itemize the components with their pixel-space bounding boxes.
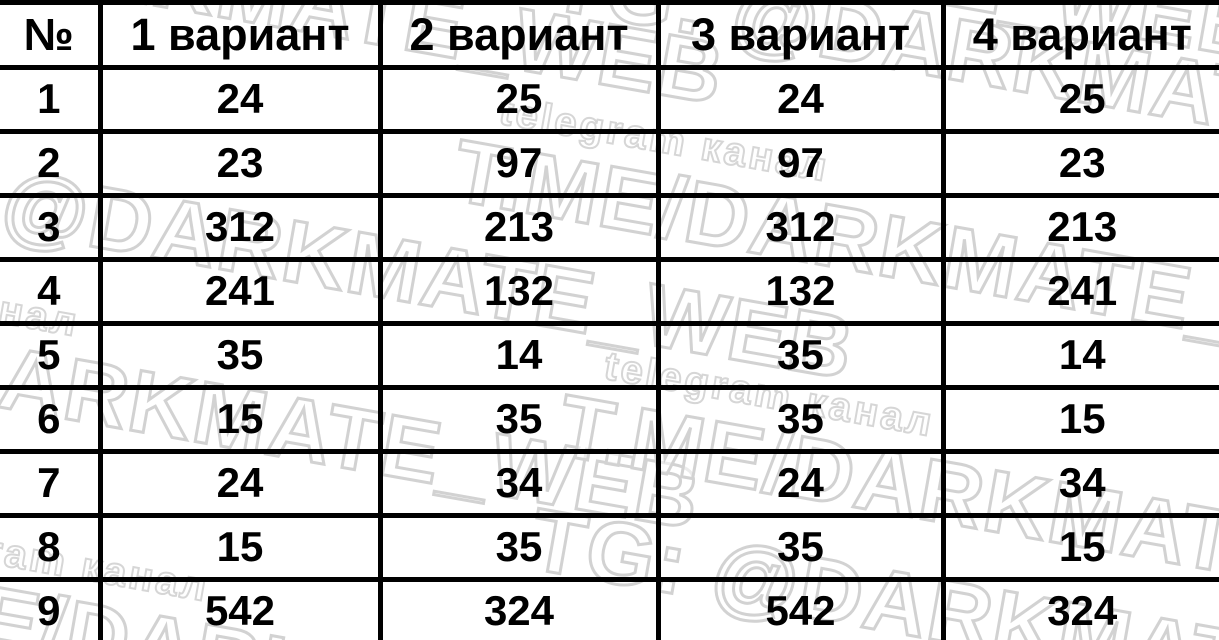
- answer-cell: 15: [940, 512, 1219, 582]
- answer-cell: 25: [940, 65, 1219, 134]
- table-row: 1 24 25 24 25: [0, 65, 1219, 134]
- answer-cell: 241: [940, 256, 1219, 326]
- row-number: 9: [0, 576, 103, 640]
- answer-cell: 14: [940, 320, 1219, 390]
- row-number: 4: [0, 256, 103, 326]
- answer-cell: 213: [940, 192, 1219, 262]
- answer-cell: 24: [97, 448, 383, 518]
- answer-cell: 324: [940, 576, 1219, 640]
- table-row: 5 35 14 35 14: [0, 320, 1219, 390]
- table-row: 2 23 97 97 23: [0, 128, 1219, 198]
- answer-cell: 132: [655, 256, 946, 326]
- answer-cell: 14: [377, 320, 661, 390]
- table-row: 8 15 35 35 15: [0, 512, 1219, 582]
- answer-cell: 25: [377, 65, 661, 134]
- answer-cell: 312: [655, 192, 946, 262]
- answer-cell: 35: [655, 384, 946, 454]
- answer-cell: 34: [940, 448, 1219, 518]
- column-header-variant-3: 3 вариант: [655, 0, 946, 70]
- column-header-number: №: [0, 0, 103, 70]
- answer-cell: 97: [655, 128, 946, 198]
- answer-cell: 324: [377, 576, 661, 640]
- row-number: 8: [0, 512, 103, 582]
- column-header-variant-1: 1 вариант: [97, 0, 383, 70]
- header-row: № 1 вариант 2 вариант 3 вариант 4 вариан…: [0, 0, 1219, 70]
- column-header-variant-2: 2 вариант: [377, 0, 661, 70]
- answer-cell: 542: [655, 576, 946, 640]
- column-header-variant-4: 4 вариант: [940, 0, 1219, 70]
- answer-cell: 15: [97, 512, 383, 582]
- answer-cell: 132: [377, 256, 661, 326]
- answer-cell: 97: [377, 128, 661, 198]
- answer-cell: 15: [940, 384, 1219, 454]
- answer-cell: 15: [97, 384, 383, 454]
- row-number: 5: [0, 320, 103, 390]
- answer-cell: 24: [655, 448, 946, 518]
- row-number: 1: [0, 65, 103, 134]
- answer-cell: 23: [97, 128, 383, 198]
- answer-cell: 24: [97, 65, 383, 134]
- row-number: 6: [0, 384, 103, 454]
- table-row: 7 24 34 24 34: [0, 448, 1219, 518]
- table-row: 9 542 324 542 324: [0, 576, 1219, 640]
- table-header: № 1 вариант 2 вариант 3 вариант 4 вариан…: [0, 0, 1219, 70]
- answer-cell: 542: [97, 576, 383, 640]
- answer-cell: 35: [377, 512, 661, 582]
- answer-cell: 35: [655, 320, 946, 390]
- answer-cell: 35: [655, 512, 946, 582]
- answer-cell: 23: [940, 128, 1219, 198]
- answer-cell: 34: [377, 448, 661, 518]
- row-number: 3: [0, 192, 103, 262]
- answer-cell: 213: [377, 192, 661, 262]
- table-row: 6 15 35 35 15: [0, 384, 1219, 454]
- table-body: 1 24 25 24 25 2 23 97 97 23 3 312 213 31…: [0, 65, 1219, 640]
- answer-cell: 24: [655, 65, 946, 134]
- answer-cell: 241: [97, 256, 383, 326]
- table-row: 3 312 213 312 213: [0, 192, 1219, 262]
- table-row: 4 241 132 132 241: [0, 256, 1219, 326]
- answer-cell: 35: [97, 320, 383, 390]
- row-number: 2: [0, 128, 103, 198]
- answer-cell: 312: [97, 192, 383, 262]
- row-number: 7: [0, 448, 103, 518]
- answer-cell: 35: [377, 384, 661, 454]
